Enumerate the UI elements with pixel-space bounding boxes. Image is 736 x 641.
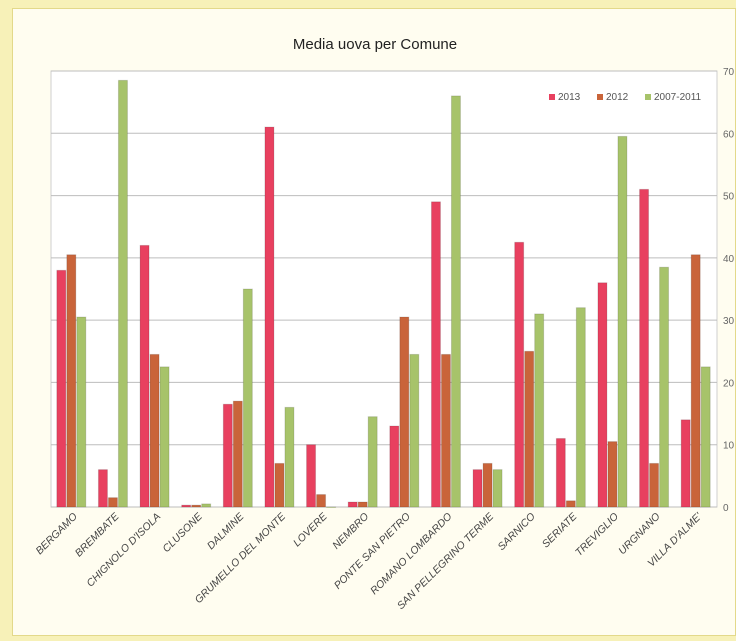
bar [357, 501, 368, 508]
bar [326, 506, 337, 508]
chart-title: Media uova per Comune [293, 36, 457, 53]
bar [347, 501, 358, 508]
bar [107, 497, 118, 508]
bar [450, 95, 461, 508]
bar [306, 444, 317, 508]
bar [191, 504, 202, 508]
chart-frame: Media uova per Comune 0 10 20 30 40 50 60 70 BE… [12, 8, 736, 636]
y-tick-label: 50 [723, 192, 735, 203]
bar [482, 462, 493, 508]
bar [430, 201, 441, 508]
y-tick-label: 60 [723, 129, 735, 140]
bar [680, 419, 691, 508]
bar [472, 469, 483, 508]
bar [555, 437, 566, 508]
bar [181, 504, 192, 508]
y-tick-label: 30 [723, 316, 735, 327]
bar [659, 266, 670, 508]
legend-swatch [597, 94, 603, 100]
category-label: DALMINE [205, 510, 247, 552]
bar [264, 126, 275, 508]
bar [149, 353, 160, 508]
bar [514, 241, 525, 508]
bar-chart: Media uova per Comune 0 10 20 30 40 50 60 70 BE… [33, 36, 735, 612]
bar [690, 254, 701, 508]
legend-entry: 2007-2011 [654, 92, 702, 103]
bar [159, 366, 170, 508]
category-label: LOVERE [291, 510, 330, 549]
y-tick-label: 0 [723, 503, 729, 514]
y-tick-label: 70 [723, 67, 735, 78]
bar [316, 494, 327, 508]
category-label: CLUSONE [160, 510, 205, 555]
bar [117, 79, 128, 508]
legend-swatch [645, 94, 651, 100]
legend-swatch [549, 94, 555, 100]
category-label: NEMBRO [330, 511, 371, 552]
bar [367, 416, 378, 508]
bar [534, 313, 545, 508]
bars [56, 79, 711, 508]
bar [97, 469, 108, 508]
bar [597, 282, 608, 508]
y-tick-label: 40 [723, 254, 735, 265]
bar [232, 400, 243, 508]
bar [565, 500, 576, 508]
bar [66, 254, 77, 508]
bar [409, 353, 420, 508]
bar [76, 316, 87, 508]
category-label: CHIGNOLO D'ISOLA [84, 511, 163, 590]
bar [575, 307, 586, 508]
bar [274, 462, 285, 508]
category-label: PONTE SAN PIETRO [332, 511, 413, 592]
bar [222, 403, 233, 508]
legend: 2013 2012 2007-2011 [549, 92, 702, 103]
category-label: SARNICO [495, 511, 537, 553]
category-label: TREVIGLIO [573, 511, 621, 559]
bar [639, 188, 650, 508]
bar [524, 350, 535, 508]
bar [201, 503, 212, 508]
bar [56, 269, 67, 508]
legend-entry: 2013 [558, 92, 581, 103]
bar [440, 353, 451, 508]
category-label: ROMANO LOMBARDO [368, 511, 454, 597]
bar [700, 366, 711, 508]
category-label: SERIATE [540, 510, 580, 550]
bar [242, 288, 253, 508]
bar [399, 316, 410, 508]
bar [649, 462, 660, 508]
bar [617, 135, 628, 508]
bar [492, 469, 503, 508]
bar [389, 425, 400, 508]
bar [139, 244, 150, 508]
y-tick-label: 10 [723, 441, 735, 452]
bar [284, 406, 295, 508]
y-tick-label: 20 [723, 378, 735, 389]
legend-entry: 2012 [606, 92, 629, 103]
bar [607, 441, 618, 508]
y-axis-ticks: 0 10 20 30 40 50 60 70 [723, 67, 735, 514]
